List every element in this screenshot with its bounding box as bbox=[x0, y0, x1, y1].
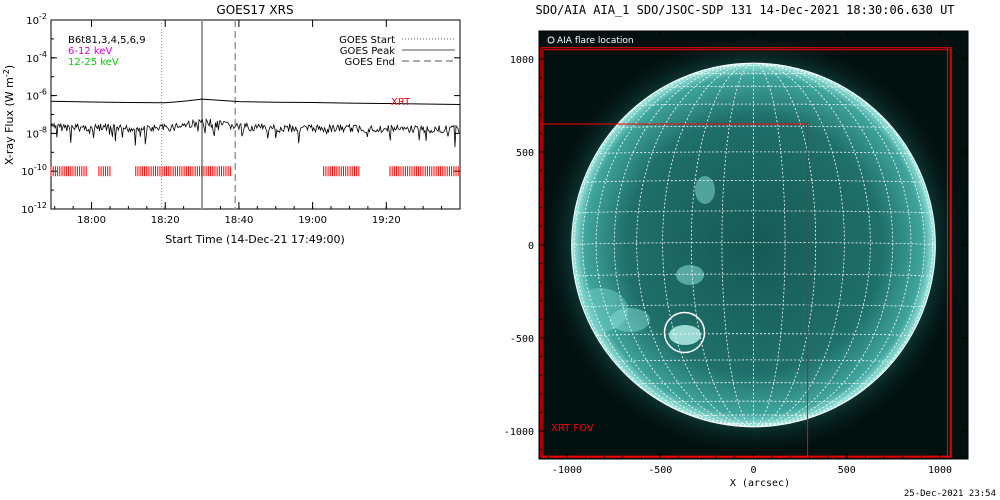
goes-lightcurve-panel: GOES17 XRS 10-2 10-4 10-6 10-8 10-10 10-12 18:… bbox=[2, 3, 461, 246]
parallel-line bbox=[636, 382, 871, 385]
parallel-line bbox=[691, 72, 816, 75]
left-ylabel: X-ray Flux (W m-2) bbox=[2, 65, 16, 165]
meridian-line bbox=[690, 63, 754, 427]
left-series-group bbox=[50, 20, 461, 209]
x-tick-label: -500 bbox=[648, 465, 672, 476]
y-tick-label: 10-8 bbox=[26, 125, 47, 140]
parallel-line bbox=[595, 333, 912, 337]
y-tick-label: 0 bbox=[528, 241, 534, 252]
xrt-fov-box bbox=[540, 123, 809, 458]
legend-6-12kev: 6-12 keV bbox=[68, 46, 112, 57]
xrt-label: XRT bbox=[391, 97, 411, 108]
y-tick-label: 10-10 bbox=[21, 163, 47, 178]
flare-location-circle bbox=[663, 311, 706, 354]
y-tick-label: -500 bbox=[510, 334, 534, 345]
left-axis-ticks: 10-2 10-4 10-6 10-8 10-10 10-12 18:00 18:20 18:4… bbox=[21, 12, 460, 226]
y-tick-label: -1000 bbox=[504, 427, 534, 438]
meridian-line bbox=[582, 63, 754, 427]
x-tick-label: 1000 bbox=[928, 465, 952, 476]
right-title: SDO/AIA AIA_1 SDO/JSOC-SDP 131 14-Dec-20… bbox=[535, 3, 954, 17]
flare-legend-label: AIA flare location bbox=[557, 36, 634, 46]
solar-limb-line bbox=[571, 62, 936, 428]
parallel-line bbox=[582, 180, 925, 184]
left-title: GOES17 XRS bbox=[216, 3, 293, 17]
meridian-line bbox=[662, 63, 754, 427]
meridian-line bbox=[636, 63, 754, 427]
left-plot-frame bbox=[50, 19, 461, 210]
y-tick-label: 500 bbox=[516, 148, 534, 159]
series-line bbox=[50, 98, 461, 105]
meridian-line bbox=[753, 63, 817, 427]
y-tick-label: 10-12 bbox=[21, 201, 47, 216]
left-xlabel: Start Time (14-Dec-21 17:49:00) bbox=[165, 233, 345, 246]
parallel-line bbox=[662, 400, 845, 403]
parallel-line bbox=[596, 151, 911, 155]
xrt-fov-label: XRT FOV bbox=[551, 423, 594, 434]
x-tick-label: 18:20 bbox=[151, 215, 180, 226]
meridian-line bbox=[721, 63, 754, 427]
legend-goes-peak: GOES Peak bbox=[340, 46, 395, 57]
x-tick-label: 0 bbox=[750, 465, 756, 476]
aia-image-panel: SDO/AIA AIA_1 SDO/JSOC-SDP 131 14-Dec-20… bbox=[504, 3, 996, 499]
x-tick-label: 18:00 bbox=[77, 215, 106, 226]
meridian-line bbox=[753, 63, 871, 427]
parallel-line bbox=[571, 242, 936, 246]
legend-12-25kev: 12-25 keV bbox=[68, 57, 119, 68]
timestamp: 25-Dec-2021 23:54 bbox=[904, 489, 996, 499]
fov-boxes bbox=[540, 47, 952, 458]
meridian-line bbox=[613, 63, 754, 427]
parallel-line bbox=[721, 423, 786, 425]
right-xlabel: X (arcsec) bbox=[730, 478, 790, 489]
x-tick-label: 19:20 bbox=[372, 215, 401, 226]
flare-legend-marker bbox=[547, 36, 555, 44]
series-line bbox=[50, 117, 460, 148]
right-axis-ticks: -1000 -500 0 500 1000 1000 500 0 -500 -1000 bbox=[504, 31, 968, 476]
x-tick-label: 500 bbox=[838, 465, 856, 476]
parallel-line bbox=[614, 125, 893, 129]
y-tick-label: 1000 bbox=[510, 55, 534, 66]
meridian-line bbox=[753, 63, 934, 427]
y-tick-label: 10-6 bbox=[26, 88, 47, 103]
meridian-line bbox=[753, 63, 925, 427]
legend-goes-start: GOES Start bbox=[339, 35, 395, 46]
x-tick-label: 19:00 bbox=[298, 215, 327, 226]
x-tick-label: -1000 bbox=[552, 465, 582, 476]
y-tick-label: 10-4 bbox=[26, 50, 47, 65]
meridian-line bbox=[753, 63, 894, 427]
rhessi-bars bbox=[50, 166, 459, 177]
legend-goes-end: GOES End bbox=[345, 57, 395, 68]
parallel-line bbox=[662, 85, 845, 88]
meridian-line bbox=[573, 63, 754, 427]
parallel-line bbox=[636, 103, 871, 106]
parallel-line bbox=[574, 273, 933, 277]
outer-fov-box bbox=[542, 49, 951, 457]
meridian-line bbox=[753, 63, 786, 427]
y-tick-label: 10-2 bbox=[26, 12, 47, 27]
meridian-line bbox=[753, 63, 845, 427]
x-tick-label: 18:40 bbox=[225, 215, 254, 226]
legend-detector: B6t81,3,4,5,6,9 bbox=[68, 35, 146, 46]
